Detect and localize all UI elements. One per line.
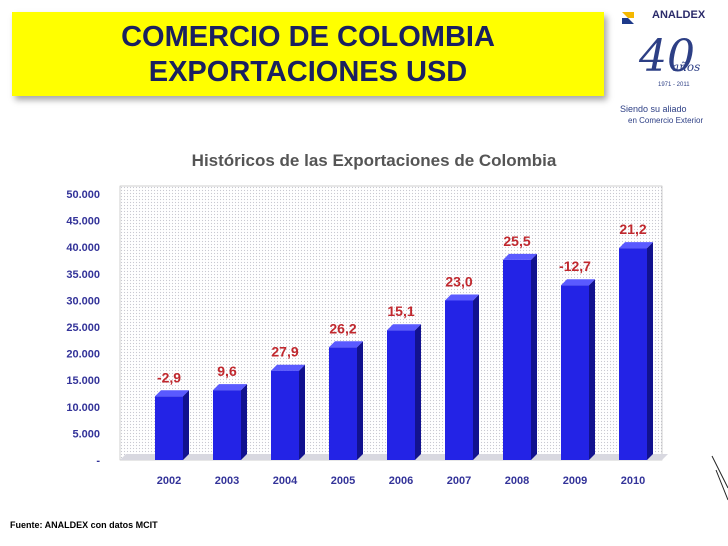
x-tick-label-2009: 2009 (563, 475, 587, 487)
bar-side (473, 294, 479, 460)
bar-2005 (329, 341, 363, 460)
bar-2010 (619, 242, 653, 460)
y-tick-label: - (96, 455, 100, 467)
y-tick-label: 30.000 (66, 295, 100, 307)
bar-front (271, 370, 299, 460)
bar-front (445, 300, 473, 460)
source-note: Fuente: ANALDEX con datos MCIT (10, 520, 158, 530)
bar-side (589, 279, 595, 460)
growth-label-2007: 23,0 (445, 273, 472, 289)
analdex-logo (614, 12, 720, 90)
x-tick-label-2005: 2005 (331, 475, 355, 487)
bar-front (213, 390, 241, 460)
slide-title-line1: COMERCIO DE COLOMBIA (121, 21, 495, 53)
bar-side (357, 341, 363, 460)
bar-top (619, 242, 653, 249)
bar-side (531, 253, 537, 460)
x-tick-label-2002: 2002 (157, 475, 181, 487)
y-tick-label: 40.000 (66, 242, 100, 254)
bar-side (415, 324, 421, 460)
growth-label-2003: 9,6 (217, 363, 237, 379)
bar-front (619, 248, 647, 460)
bar-front (329, 347, 357, 460)
bar-side (299, 364, 305, 460)
logo-range: 1971 - 2011 (658, 82, 690, 88)
growth-label-2008: 25,5 (503, 233, 530, 249)
bar-top (561, 279, 595, 286)
growth-labels-group: -2,9 9,6 27,9 26,2 15,1 23,0 25,5 -12,7 21,2 (157, 221, 647, 385)
bar-2007 (445, 294, 479, 460)
growth-label-2005: 26,2 (329, 320, 356, 336)
bar-side (241, 384, 247, 460)
bar-2009 (561, 279, 595, 460)
growth-label-2004: 27,9 (271, 344, 298, 360)
growth-label-2009: -12,7 (559, 258, 591, 274)
bar-front (503, 259, 531, 460)
y-tick-label: 20.000 (66, 349, 100, 361)
x-tick-label-2004: 2004 (273, 475, 298, 487)
y-tick-label: 5.000 (72, 428, 100, 440)
bar-front (561, 285, 589, 460)
bar-top (445, 294, 479, 301)
bar-2004 (271, 364, 305, 460)
logo-years: 40 (639, 31, 695, 82)
bar-2002 (155, 390, 189, 460)
logo-slogan-line2: en Comercio Exterior (628, 116, 704, 125)
x-tick-label-2010: 2010 (621, 475, 645, 487)
x-tick-label-2006: 2006 (389, 475, 413, 487)
analdex-logo-icon (622, 12, 634, 18)
y-tick-label: 50.000 (66, 189, 100, 201)
y-axis: - 5.000 10.000 15.000 20.000 25.000 30.000 35.0… (66, 189, 100, 467)
bar-side (647, 242, 653, 460)
x-tick-label-2007: 2007 (447, 475, 471, 487)
bar-front (155, 396, 183, 460)
bar-front (387, 330, 415, 460)
bar-top (155, 390, 189, 397)
x-tick-label-2008: 2008 (505, 475, 529, 487)
bar-side (183, 390, 189, 460)
logo-brand: ANALDEX (652, 9, 706, 21)
bar-top (503, 253, 537, 260)
chart-title: Históricos de las Exportaciones de Colom… (192, 151, 557, 170)
slide-title-box: COMERCIO DE COLOMBIA EXPORTACIONES USD (12, 12, 604, 96)
bars-group (155, 242, 653, 460)
growth-label-2010: 21,2 (619, 221, 646, 237)
y-tick-label: 45.000 (66, 216, 100, 228)
bar-2006 (387, 324, 421, 460)
bar-top (387, 324, 421, 331)
x-axis: 2002 2003 2004 2005 2006 2007 2008 2009 2010 (157, 475, 645, 487)
slide-title-line2: EXPORTACIONES USD (148, 56, 468, 88)
bar-top (213, 384, 247, 391)
growth-label-2002: -2,9 (157, 369, 181, 385)
bar-2008 (503, 253, 537, 460)
y-tick-label: 15.000 (66, 375, 100, 387)
y-tick-label: 10.000 (66, 402, 100, 414)
y-tick-label: 35.000 (66, 269, 100, 281)
logo-slogan-line1: Siendo su aliado (620, 104, 687, 114)
bar-top (329, 341, 363, 348)
growth-label-2006: 15,1 (387, 303, 414, 319)
x-tick-label-2003: 2003 (215, 475, 239, 487)
bar-2003 (213, 384, 247, 460)
y-tick-label: 25.000 (66, 322, 100, 334)
logo-anos: años (672, 60, 701, 74)
bar-top (271, 364, 305, 371)
